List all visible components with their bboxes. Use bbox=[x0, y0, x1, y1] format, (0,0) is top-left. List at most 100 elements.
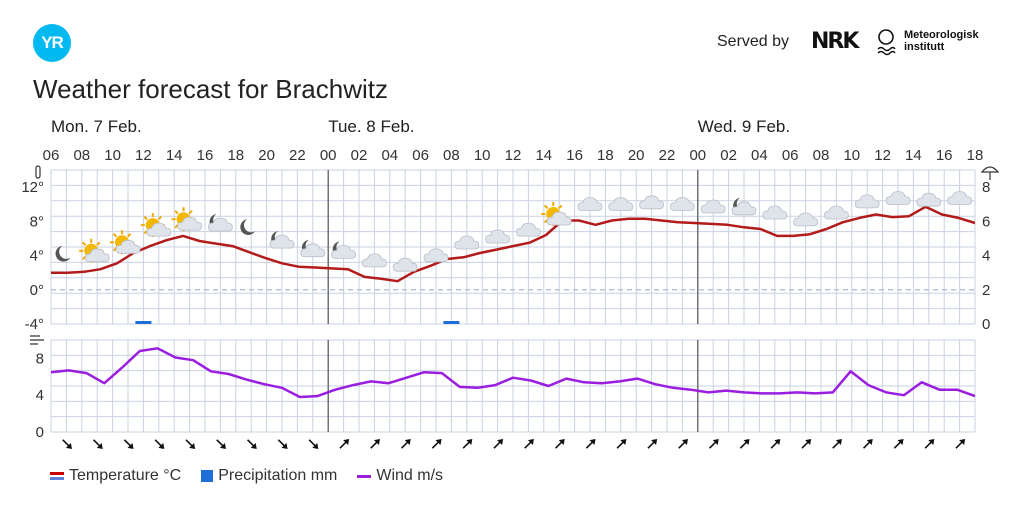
moon-cloud-icon bbox=[731, 197, 757, 216]
hour-tick-label: 18 bbox=[967, 147, 984, 164]
hour-tick-label: 04 bbox=[381, 147, 398, 164]
cloud-shape bbox=[947, 191, 972, 205]
moon-cloud-icon bbox=[207, 214, 233, 232]
legend-precipitation-label: Precipitation mm bbox=[218, 467, 338, 484]
wind-arrow-head bbox=[65, 442, 72, 449]
wind-arrow-head bbox=[774, 439, 781, 446]
cloud-icon bbox=[824, 205, 849, 220]
wind-arrow bbox=[678, 439, 688, 449]
cloud-shape bbox=[577, 197, 603, 211]
cloud-icon bbox=[608, 197, 634, 211]
precipitation-bar bbox=[443, 321, 460, 324]
hour-tick-label: 12 bbox=[505, 147, 522, 164]
cloud-icon bbox=[577, 197, 603, 211]
wind-tick-label: 0 bbox=[36, 424, 44, 441]
legend-wind: Wind m/s bbox=[357, 467, 443, 485]
hour-tick-label: 12 bbox=[135, 147, 152, 164]
moon-shape bbox=[55, 245, 71, 262]
nrk-logo[interactable]: NRK bbox=[811, 29, 859, 54]
cloud-shape bbox=[361, 253, 387, 268]
wind-arrow bbox=[770, 439, 781, 449]
legend-wind-swatch bbox=[357, 474, 372, 478]
wind-arrow-head bbox=[96, 442, 103, 449]
cloud-shape bbox=[331, 244, 357, 259]
hour-tick-label: 06 bbox=[43, 147, 60, 164]
yr-logo[interactable]: YR bbox=[33, 24, 71, 62]
wind-arrow bbox=[62, 439, 72, 449]
cloud-icon bbox=[454, 235, 480, 250]
wind-arrow-head bbox=[466, 439, 473, 446]
wind-arrow bbox=[339, 439, 350, 449]
wind-arrow bbox=[277, 439, 288, 449]
cloud-shape bbox=[423, 248, 449, 263]
wind-arrow bbox=[862, 439, 873, 449]
day-label: Mon. 7 Feb. bbox=[51, 117, 142, 136]
temperature-tick-label: 4° bbox=[30, 248, 44, 265]
cloud-shape bbox=[177, 216, 203, 231]
wind-arrow bbox=[524, 439, 534, 449]
wind-arrow-head bbox=[219, 442, 226, 449]
wind-arrow-head bbox=[712, 439, 719, 446]
wind-arrow bbox=[801, 439, 812, 449]
cloud-shape bbox=[824, 205, 849, 220]
wind-arrow-head bbox=[558, 439, 565, 446]
moon-cloud-icon bbox=[331, 241, 357, 259]
cloud-shape bbox=[146, 222, 172, 237]
cloud-icon bbox=[361, 253, 387, 268]
cloud-icon bbox=[947, 191, 972, 205]
precipitation-bar bbox=[135, 321, 152, 324]
legend-precipitation: Precipitation mm bbox=[201, 467, 337, 485]
day-label: Tue. 8 Feb. bbox=[328, 117, 414, 136]
wind-arrow-head bbox=[435, 439, 442, 446]
precipitation-tick-label: 6 bbox=[982, 213, 990, 230]
hour-tick-label: 14 bbox=[905, 147, 922, 164]
legend-precipitation-swatch bbox=[201, 470, 214, 482]
wind-arrow-head bbox=[651, 439, 658, 446]
met-institute-logo[interactable]: Meteorologisk institutt bbox=[904, 29, 979, 53]
cloud-shape bbox=[84, 248, 110, 263]
cloud-shape bbox=[670, 197, 695, 211]
sun-cloud-icon bbox=[110, 230, 141, 255]
legend-temperature-label: Temperature °C bbox=[69, 467, 182, 484]
met-line-1: Meteorologisk bbox=[904, 29, 979, 41]
wind-arrow bbox=[216, 439, 226, 449]
cloud-icon bbox=[392, 257, 418, 272]
wind-arrow-head bbox=[866, 439, 873, 446]
hour-tick-label: 14 bbox=[535, 147, 552, 164]
hour-tick-label: 08 bbox=[443, 147, 460, 164]
hour-tick-label: 00 bbox=[320, 147, 337, 164]
precipitation-tick-label: 8 bbox=[982, 179, 990, 196]
temperature-tick-label: -4° bbox=[25, 316, 44, 333]
wind-arrow bbox=[493, 439, 504, 449]
hour-tick-label: 04 bbox=[751, 147, 768, 164]
legend-wind-label: Wind m/s bbox=[376, 467, 444, 484]
cloud-icon bbox=[700, 199, 726, 214]
wind-arrow bbox=[585, 439, 596, 449]
wind-arrow-head bbox=[343, 439, 350, 446]
wind-tick-label: 8 bbox=[36, 350, 44, 367]
moon-cloud-icon bbox=[300, 239, 326, 258]
hour-tick-label: 10 bbox=[474, 147, 491, 164]
page-title: Weather forecast for Brachwitz bbox=[33, 74, 388, 104]
sun-ray bbox=[143, 215, 148, 221]
hour-tick-label: 18 bbox=[597, 147, 614, 164]
wind-arrow-head bbox=[681, 439, 688, 446]
cloud-icon bbox=[793, 212, 818, 227]
sun-cloud-icon bbox=[171, 207, 203, 232]
moon-icon bbox=[55, 245, 71, 262]
wind-arrow bbox=[431, 439, 442, 449]
hour-tick-label: 06 bbox=[412, 147, 429, 164]
wind-arrow bbox=[893, 439, 904, 449]
sun-ray bbox=[558, 204, 563, 210]
cloud-shape bbox=[916, 192, 942, 207]
hour-tick-label: 16 bbox=[936, 147, 953, 164]
hour-tick-label: 20 bbox=[258, 147, 275, 164]
cloud-shape bbox=[269, 234, 295, 249]
temperature-tick-label: 0° bbox=[30, 282, 44, 299]
moon-cloud-icon bbox=[269, 231, 295, 249]
cloud-icon bbox=[423, 248, 449, 263]
cloud-shape bbox=[793, 212, 818, 227]
sun-ray bbox=[82, 241, 87, 246]
cloud-icon bbox=[885, 191, 911, 205]
wind-arrow bbox=[400, 439, 411, 449]
